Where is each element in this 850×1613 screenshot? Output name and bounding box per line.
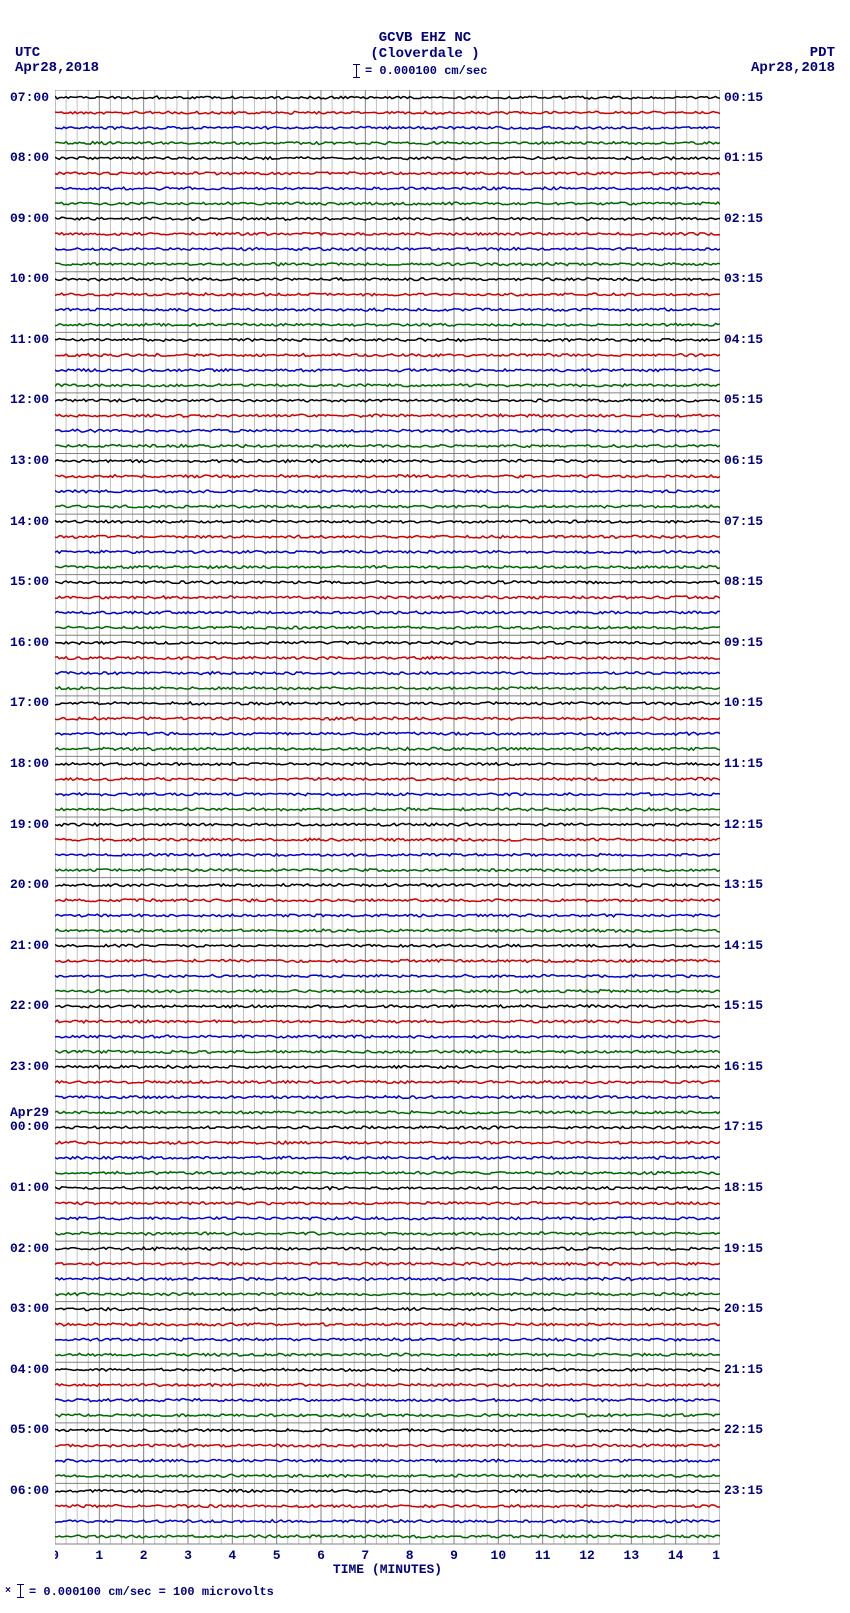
right-tz: PDT <box>810 45 835 61</box>
footer-scale-bar-icon <box>20 1584 21 1598</box>
station-title-2: (Cloverdale ) <box>0 46 850 62</box>
svg-text:12: 12 <box>579 1548 595 1563</box>
seismogram-plot: 0123456789101112131415 <box>55 90 720 1564</box>
svg-text:0: 0 <box>55 1548 59 1563</box>
utc-hour-label: 08:00 <box>10 150 49 165</box>
pdt-hour-label: 16:15 <box>724 1059 763 1074</box>
pdt-hour-label: 17:15 <box>724 1119 763 1134</box>
svg-text:9: 9 <box>450 1548 458 1563</box>
pdt-hour-label: 20:15 <box>724 1301 763 1316</box>
svg-text:7: 7 <box>361 1548 369 1563</box>
pdt-hour-label: 21:15 <box>724 1362 763 1377</box>
pdt-hour-label: 14:15 <box>724 938 763 953</box>
svg-text:10: 10 <box>491 1548 507 1563</box>
pdt-hour-label: 08:15 <box>724 574 763 589</box>
pdt-hour-label: 03:15 <box>724 271 763 286</box>
utc-hour-label: 05:00 <box>10 1422 49 1437</box>
pdt-hour-label: 09:15 <box>724 635 763 650</box>
pdt-hour-label: 06:15 <box>724 453 763 468</box>
pdt-hour-label: 23:15 <box>724 1483 763 1498</box>
utc-hour-label: 01:00 <box>10 1180 49 1195</box>
svg-text:1: 1 <box>95 1548 103 1563</box>
svg-text:14: 14 <box>668 1548 684 1563</box>
pdt-hour-label: 10:15 <box>724 695 763 710</box>
svg-text:4: 4 <box>228 1548 236 1563</box>
right-date: Apr28,2018 <box>751 60 835 76</box>
pdt-hour-label: 00:15 <box>724 90 763 105</box>
utc-hour-label: 03:00 <box>10 1301 49 1316</box>
utc-hour-label: 15:00 <box>10 574 49 589</box>
scale-label: = 0.000100 cm/sec <box>365 64 487 78</box>
pdt-hour-label: 19:15 <box>724 1241 763 1256</box>
utc-hour-label: 22:00 <box>10 998 49 1013</box>
left-date: Apr28,2018 <box>15 60 99 76</box>
svg-text:13: 13 <box>624 1548 640 1563</box>
svg-text:5: 5 <box>273 1548 281 1563</box>
pdt-hour-label: 18:15 <box>724 1180 763 1195</box>
pdt-hour-label: 04:15 <box>724 332 763 347</box>
pdt-hour-label: 01:15 <box>724 150 763 165</box>
utc-hour-label: 17:00 <box>10 695 49 710</box>
svg-text:15: 15 <box>712 1548 720 1563</box>
utc-hour-label: 16:00 <box>10 635 49 650</box>
utc-hour-label: 12:00 <box>10 392 49 407</box>
utc-hour-label: 19:00 <box>10 817 49 832</box>
utc-hour-label: 02:00 <box>10 1241 49 1256</box>
pdt-hour-label: 13:15 <box>724 877 763 892</box>
utc-hour-label: 18:00 <box>10 756 49 771</box>
pdt-hour-label: 07:15 <box>724 514 763 529</box>
left-tz: UTC <box>15 45 40 61</box>
pdt-hour-label: 11:15 <box>724 756 763 771</box>
pdt-hour-label: 12:15 <box>724 817 763 832</box>
svg-text:8: 8 <box>406 1548 414 1563</box>
pdt-hour-label: 15:15 <box>724 998 763 1013</box>
pdt-hour-label: 22:15 <box>724 1422 763 1437</box>
utc-hour-label: 06:00 <box>10 1483 49 1498</box>
station-title-1: GCVB EHZ NC <box>0 30 850 46</box>
utc-hour-label: 14:00 <box>10 514 49 529</box>
utc-hour-label: 13:00 <box>10 453 49 468</box>
svg-text:2: 2 <box>140 1548 148 1563</box>
utc-hour-label: 07:00 <box>10 90 49 105</box>
utc-hour-label: 20:00 <box>10 877 49 892</box>
utc-hour-label: 10:00 <box>10 271 49 286</box>
scale-bar-icon <box>356 64 357 78</box>
utc-hour-label: 00:00 <box>10 1119 49 1134</box>
pdt-hour-label: 05:15 <box>724 392 763 407</box>
footer-text: = 0.000100 cm/sec = 100 microvolts <box>29 1585 274 1599</box>
date-rollover-label: Apr29 <box>10 1105 49 1120</box>
utc-hour-label: 11:00 <box>10 332 49 347</box>
x-axis-title: TIME (MINUTES) <box>55 1562 720 1577</box>
utc-hour-label: 21:00 <box>10 938 49 953</box>
svg-text:3: 3 <box>184 1548 192 1563</box>
utc-hour-label: 04:00 <box>10 1362 49 1377</box>
utc-hour-label: 23:00 <box>10 1059 49 1074</box>
utc-hour-label: 09:00 <box>10 211 49 226</box>
pdt-hour-label: 02:15 <box>724 211 763 226</box>
svg-text:6: 6 <box>317 1548 325 1563</box>
svg-text:11: 11 <box>535 1548 551 1563</box>
footer-scale-prefix: × <box>5 1586 11 1597</box>
